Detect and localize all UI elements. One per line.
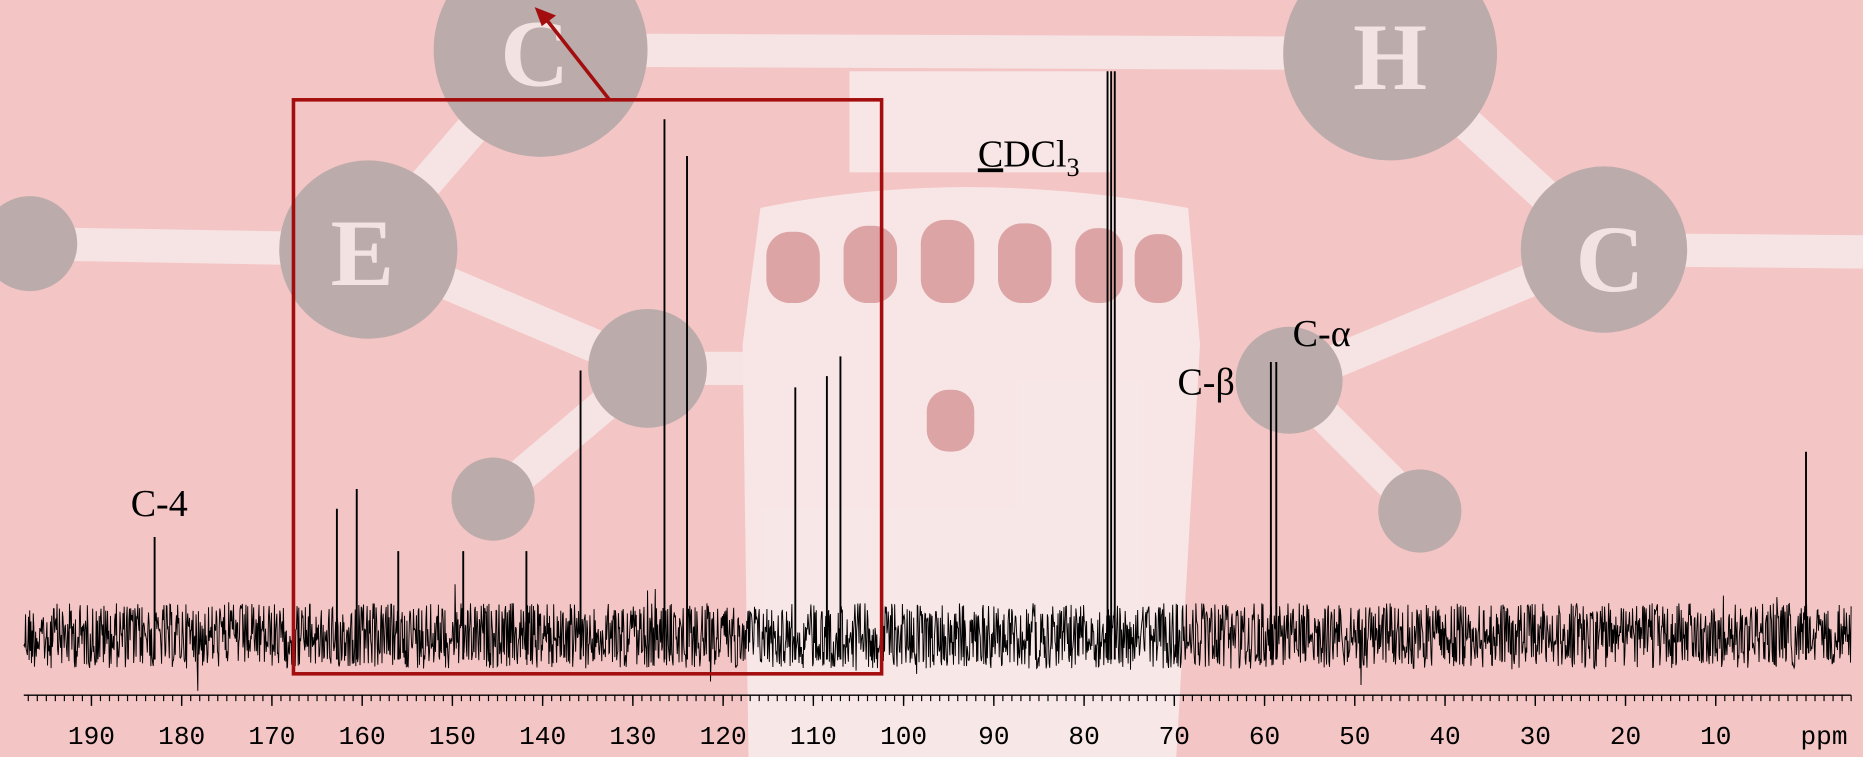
x-tick-label: 140 xyxy=(519,722,566,752)
highlight-box xyxy=(291,98,884,676)
x-tick-label: 130 xyxy=(609,722,656,752)
annotation: C-α xyxy=(1293,313,1351,355)
annotation: C-4 xyxy=(131,483,188,525)
x-tick-label: 150 xyxy=(429,722,476,752)
noise xyxy=(23,584,1852,691)
x-tick-label: 20 xyxy=(1610,722,1641,752)
plot: 190 180 170 160 150 140 130 120 110 100 90 80 70 60 50… xyxy=(23,71,1852,752)
watermark-letter: H xyxy=(1353,4,1427,110)
annotation: C-β xyxy=(1177,362,1234,404)
x-tick-label: 10 xyxy=(1700,722,1731,752)
watermark-letter: E xyxy=(331,200,394,306)
x-axis-label: ppm xyxy=(1801,722,1848,752)
x-tick-label: 190 xyxy=(68,722,115,752)
x-tick-label: 120 xyxy=(700,722,747,752)
solvent-label: CDCl3 xyxy=(978,133,1080,182)
watermark-tower-top xyxy=(849,71,1111,173)
solvent-label-part: C xyxy=(978,133,1003,175)
x-tick-label: 180 xyxy=(158,722,205,752)
highlight-arrow xyxy=(542,15,611,101)
x-tick-label: 40 xyxy=(1429,722,1460,752)
x-tick-label: 80 xyxy=(1068,722,1099,752)
x-tick-label: 90 xyxy=(978,722,1009,752)
solvent-label-part: 3 xyxy=(1067,153,1080,182)
x-tick-label: 160 xyxy=(339,722,386,752)
x-tick-label: 70 xyxy=(1159,722,1190,752)
watermark-tower xyxy=(742,187,1201,757)
watermark-letter: C xyxy=(1576,206,1645,312)
arrow-head xyxy=(534,7,557,27)
watermark-letter: C xyxy=(500,1,569,107)
x-tick-label: 30 xyxy=(1520,722,1551,752)
solvent-label-part: DCl xyxy=(1003,133,1066,175)
x-tick-label: 60 xyxy=(1249,722,1280,752)
x-tick-label: 50 xyxy=(1339,722,1370,752)
x-tick-label: 110 xyxy=(790,722,837,752)
x-tick-label: 100 xyxy=(880,722,927,752)
x-tick-label: 170 xyxy=(248,722,295,752)
